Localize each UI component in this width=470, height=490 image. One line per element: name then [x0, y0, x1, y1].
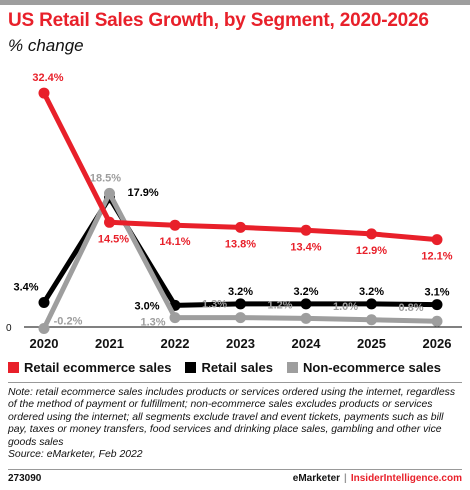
x-tick-label: 2024	[292, 336, 322, 351]
legend-swatch-black	[185, 362, 197, 373]
brand-site-link[interactable]: InsiderIntelligence.com	[350, 473, 462, 484]
data-label: 13.8%	[225, 238, 256, 250]
data-label: -0.2%	[54, 315, 83, 327]
data-point	[366, 228, 377, 240]
legend-item-retail: Retail sales	[185, 360, 273, 375]
chart-title: US Retail Sales Growth, by Segment, 2020…	[8, 10, 429, 31]
data-label: 32.4%	[32, 72, 63, 84]
data-label: 13.4%	[290, 241, 321, 253]
data-point	[366, 298, 377, 310]
legend-item-ecommerce: Retail ecommerce sales	[8, 360, 171, 375]
data-label: 14.1%	[159, 236, 190, 248]
data-label: 3.4%	[13, 281, 38, 293]
data-label: 3.0%	[134, 300, 159, 312]
data-label: 3.2%	[228, 286, 253, 298]
data-point	[235, 221, 246, 233]
x-tick-label: 2025	[357, 336, 386, 351]
legend-swatch-red	[8, 362, 19, 373]
brand-name: eMarketer	[292, 473, 341, 484]
footer-divider	[8, 469, 462, 470]
top-accent-bar	[0, 0, 470, 5]
data-point	[431, 299, 443, 311]
data-point	[431, 315, 443, 327]
data-point	[235, 312, 246, 324]
data-label: 1.0%	[333, 301, 358, 313]
data-point	[38, 296, 50, 308]
legend-label: Retail sales	[201, 360, 273, 375]
data-label: 14.5%	[98, 233, 129, 245]
brand-separator: |	[344, 473, 347, 484]
legend-item-non-ecommerce: Non-ecommerce sales	[286, 360, 441, 375]
data-point	[300, 224, 312, 236]
data-label: 0.8%	[398, 302, 423, 314]
data-point	[431, 234, 443, 246]
x-tick-label: 2021	[95, 336, 124, 351]
data-point	[104, 216, 115, 228]
data-point	[38, 322, 50, 334]
note-text: Note: retail ecommerce sales includes pr…	[8, 387, 456, 448]
data-label: 3.1%	[424, 287, 449, 299]
data-point	[300, 298, 312, 310]
data-label: 1.3%	[202, 299, 227, 311]
data-point	[235, 298, 246, 310]
data-label: 18.5%	[90, 172, 121, 184]
legend-label: Retail ecommerce sales	[24, 360, 172, 375]
data-point	[300, 312, 312, 324]
note-divider	[8, 382, 462, 383]
data-label: 3.2%	[293, 286, 318, 298]
x-tick-label: 2020	[30, 336, 59, 351]
data-point	[104, 187, 115, 199]
data-point	[169, 219, 181, 231]
data-label: 12.9%	[356, 245, 387, 257]
x-tick-label: 2023	[226, 336, 255, 351]
data-label: 3.2%	[359, 286, 384, 298]
legend-label: Non-ecommerce sales	[302, 360, 441, 375]
data-label: 1.2%	[267, 299, 292, 311]
chart-note: Note: retail ecommerce sales includes pr…	[8, 387, 464, 461]
x-tick-label: 2022	[161, 336, 190, 351]
series-line	[41, 90, 440, 243]
y-axis-zero-label: 0	[6, 323, 12, 334]
data-point	[366, 314, 377, 326]
data-label: 1.3%	[140, 317, 165, 329]
footer-brand: eMarketer | InsiderIntelligence.com	[293, 473, 462, 484]
chart-subtitle: % change	[8, 36, 84, 55]
source-text: Source: eMarketer, Feb 2022	[8, 449, 143, 461]
data-label: 12.1%	[421, 251, 452, 263]
data-point	[169, 312, 181, 324]
x-tick-label: 2026	[423, 336, 452, 351]
data-label: 17.9%	[128, 187, 159, 199]
chart-id: 273090	[8, 473, 42, 484]
chart-legend: Retail ecommerce sales Retail sales Non-…	[8, 360, 441, 375]
line-chart: 0 2020 2021 2022 2023 2024 2025 2026 32.4% 14.5% 1…	[6, 72, 462, 351]
data-point	[38, 87, 50, 99]
legend-swatch-gray	[286, 362, 298, 373]
